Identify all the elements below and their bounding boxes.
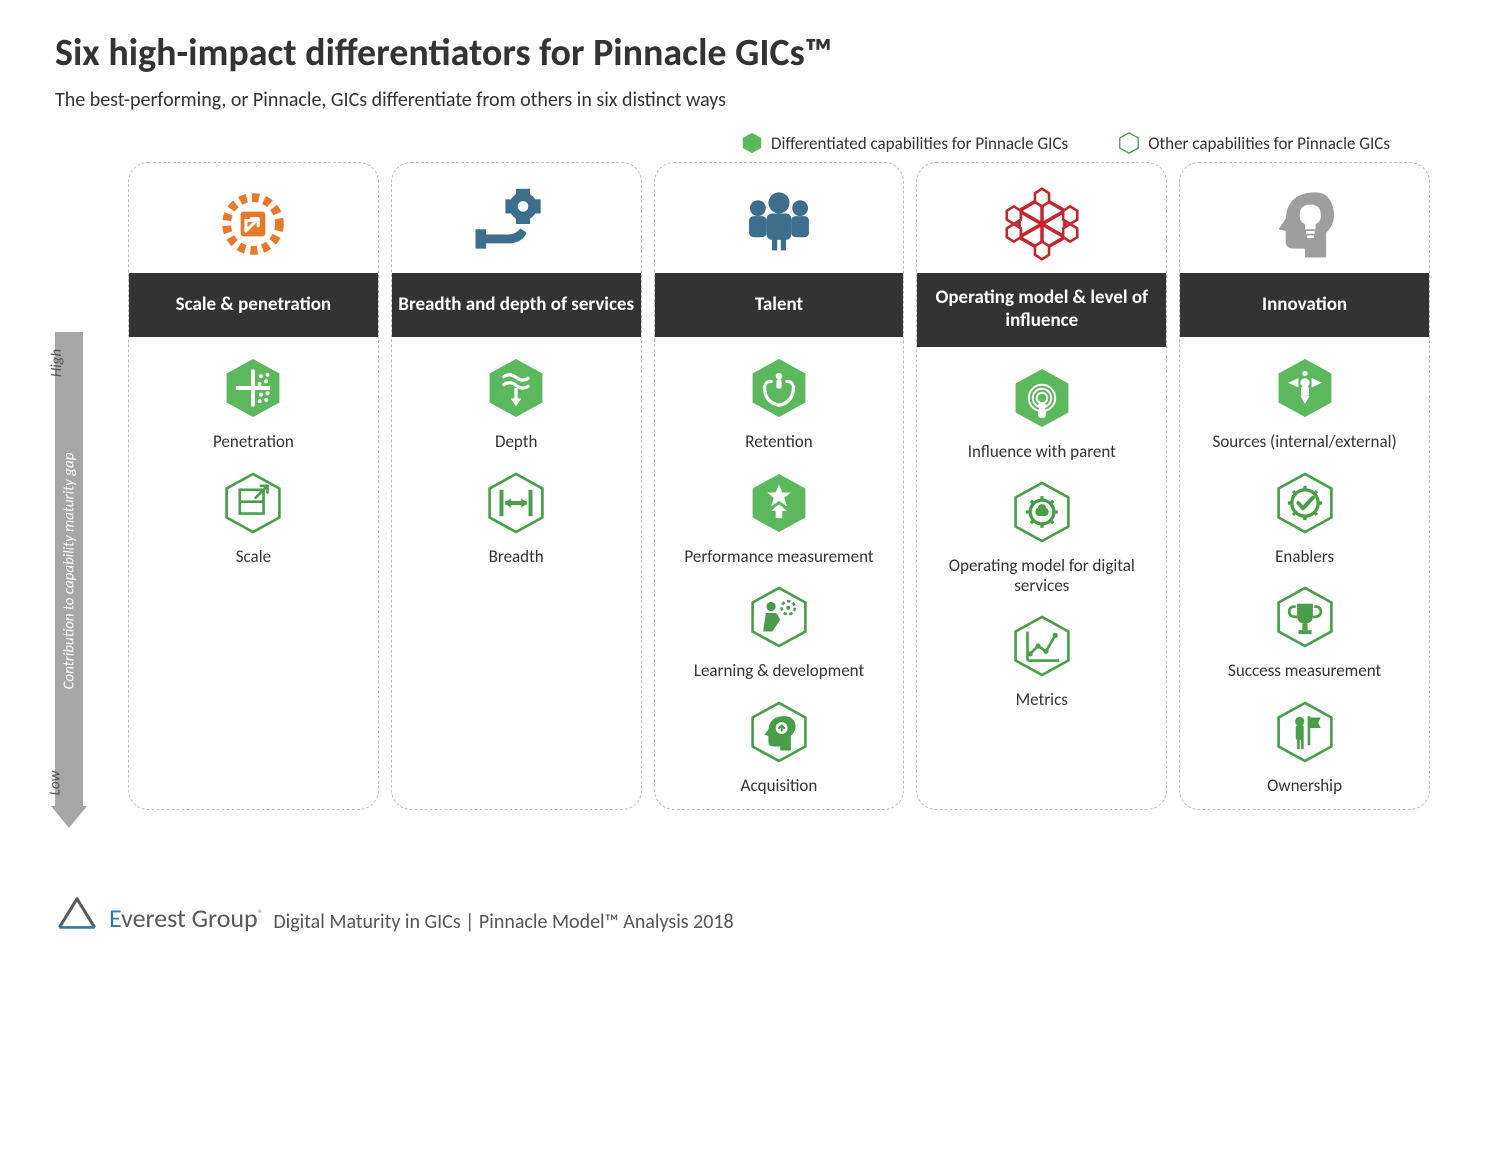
capability-item: Operating model for digital services [937, 479, 1147, 595]
capability-label: Acquisition [741, 776, 818, 796]
capability-item: Penetration [213, 355, 294, 452]
capability-label: Depth [495, 432, 537, 452]
capability-hex-icon [483, 355, 549, 426]
capability-label: Success measurement [1228, 661, 1381, 681]
legend-other: Other capabilities for Pinnacle GICs [1118, 132, 1390, 154]
capability-item: Enablers [1272, 470, 1338, 567]
y-axis-high: High [48, 349, 66, 377]
capability-item: Retention [745, 355, 812, 452]
capability-item: Breadth [483, 470, 549, 567]
capability-label: Learning & development [694, 661, 864, 681]
column-header: Scale & penetration [128, 273, 379, 337]
capability-label: Penetration [213, 432, 294, 452]
footer-tagline: Digital Maturity in GICs | Pinnacle Mode… [273, 910, 733, 934]
capability-label: Breadth [489, 547, 544, 567]
column-header: Innovation [1179, 273, 1430, 337]
legend: Differentiated capabilities for Pinnacle… [55, 132, 1430, 154]
capability-label: Operating model for digital services [937, 556, 1147, 595]
capability-hex-icon [220, 470, 286, 541]
capability-hex-icon [1009, 613, 1075, 684]
column: Talent Retention Performance measurement… [654, 162, 905, 810]
hex-outline-icon [1118, 132, 1140, 154]
column: Operating model & level of influence Inf… [916, 162, 1167, 810]
capability-label: Scale [236, 547, 271, 567]
capability-item: Learning & development [694, 584, 864, 681]
capability-label: Metrics [1016, 690, 1068, 710]
capability-hex-icon [1009, 479, 1075, 550]
capability-label: Retention [745, 432, 812, 452]
legend-diff-label: Differentiated capabilities for Pinnacle… [771, 133, 1068, 154]
column-icon [917, 163, 1166, 273]
page-subtitle: The best-performing, or Pinnacle, GICs d… [55, 88, 1430, 112]
capability-item: Ownership [1267, 699, 1342, 796]
legend-diff: Differentiated capabilities for Pinnacle… [741, 132, 1068, 154]
capability-label: Performance measurement [684, 547, 873, 567]
column-icon [1180, 163, 1429, 273]
footer: Everest Group® Digital Maturity in GICs … [55, 890, 1430, 934]
capability-item: Metrics [1009, 613, 1075, 710]
y-axis-low: Low [46, 771, 64, 796]
capability-hex-icon [746, 470, 812, 541]
capability-hex-icon [746, 355, 812, 426]
footer-brand: Everest Group® [109, 902, 263, 934]
capability-hex-icon [1272, 699, 1338, 770]
capability-hex-icon [220, 355, 286, 426]
capability-item: Scale [220, 470, 286, 567]
hex-filled-icon [741, 132, 763, 154]
logo-icon [55, 890, 99, 934]
capability-hex-icon [483, 470, 549, 541]
capability-hex-icon [1272, 355, 1338, 426]
capability-item: Acquisition [741, 699, 818, 796]
capability-hex-icon [746, 584, 812, 655]
capability-hex-icon [1272, 584, 1338, 655]
capability-item: Success measurement [1228, 584, 1381, 681]
column: Scale & penetration Penetration Scale [128, 162, 379, 810]
column-icon [392, 163, 641, 273]
y-axis: High Contribution to capability maturity… [55, 332, 83, 810]
capability-label: Enablers [1275, 547, 1334, 567]
column: Breadth and depth of services Depth Brea… [391, 162, 642, 810]
column-header: Talent [654, 273, 905, 337]
column-header: Operating model & level of influence [916, 273, 1167, 347]
legend-other-label: Other capabilities for Pinnacle GICs [1148, 133, 1390, 154]
capability-hex-icon [746, 699, 812, 770]
capability-item: Performance measurement [684, 470, 873, 567]
capability-item: Depth [483, 355, 549, 452]
capability-label: Sources (internal/external) [1213, 432, 1397, 452]
capability-item: Influence with parent [968, 365, 1116, 462]
capability-item: Sources (internal/external) [1213, 355, 1397, 452]
column: Innovation Sources (internal/external) E… [1179, 162, 1430, 810]
column-icon [129, 163, 378, 273]
capability-label: Influence with parent [968, 442, 1116, 462]
column-icon [655, 163, 904, 273]
page-title: Six high-impact differentiators for Pinn… [55, 30, 1430, 76]
capability-hex-icon [1009, 365, 1075, 436]
y-axis-label: Contribution to capability maturity gap [60, 453, 78, 690]
column-header: Breadth and depth of services [391, 273, 642, 337]
columns-grid: Scale & penetration Penetration Scale Br… [128, 162, 1430, 810]
capability-hex-icon [1272, 470, 1338, 541]
capability-label: Ownership [1267, 776, 1342, 796]
